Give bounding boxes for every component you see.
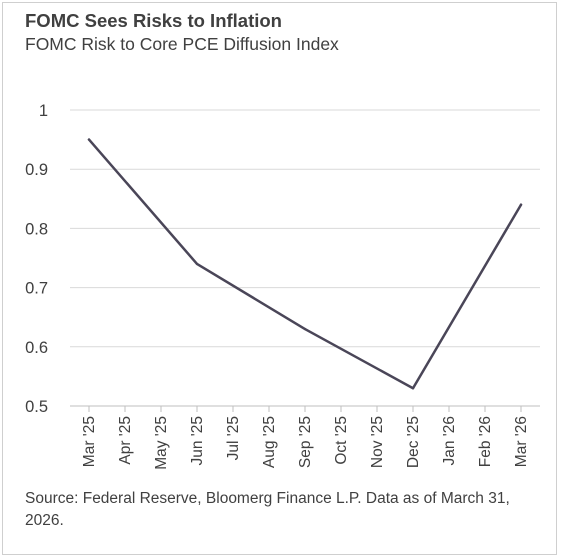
x-tick-label: May '25 [153, 416, 170, 470]
data-point [87, 138, 91, 141]
series-line [87, 138, 523, 390]
data-point [195, 262, 199, 266]
x-tick-label: Feb '26 [477, 416, 494, 467]
y-tick-label: 1 [39, 102, 48, 120]
x-tick-label: Jul '25 [225, 416, 242, 460]
x-tick-label: Dec '25 [405, 416, 422, 468]
data-point [519, 203, 523, 206]
x-tick-label: Nov '25 [369, 416, 386, 468]
x-tick-label: Mar '26 [513, 416, 530, 467]
y-tick-label: 0.5 [25, 398, 48, 416]
gridlines [70, 109, 540, 348]
y-tick-label: 0.6 [25, 339, 48, 357]
y-tick-label: 0.9 [25, 161, 48, 179]
x-tick-label: Oct '25 [333, 416, 350, 465]
data-point [411, 387, 415, 390]
source-note: Source: Federal Reserve, Bloomerg Financ… [25, 490, 510, 529]
chart-subtitle: FOMC Risk to Core PCE Diffusion Index [25, 34, 339, 54]
chart-frame [2, 2, 557, 555]
x-tick-label: Sep '25 [297, 416, 314, 468]
x-tick-label: Apr '25 [117, 416, 134, 465]
x-tick-label: Aug '25 [261, 416, 278, 468]
data-point [303, 327, 307, 331]
y-tick-label: 0.8 [25, 220, 48, 238]
x-tick-label: Jun '25 [189, 416, 206, 466]
x-tick-label: Jan '26 [441, 416, 458, 466]
series-layer [87, 138, 523, 390]
x-axis-ticks: Mar '25 Apr '25 May '25 Jun '25 Jul '25 Aug '… [81, 406, 530, 470]
y-tick-label: 0.7 [25, 280, 48, 298]
y-axis-ticks: 0.5 0.6 0.7 0.8 0.9 1 [25, 102, 48, 416]
chart-title: FOMC Sees Risks to Inflation [25, 10, 282, 31]
x-tick-label: Mar '25 [81, 416, 98, 467]
